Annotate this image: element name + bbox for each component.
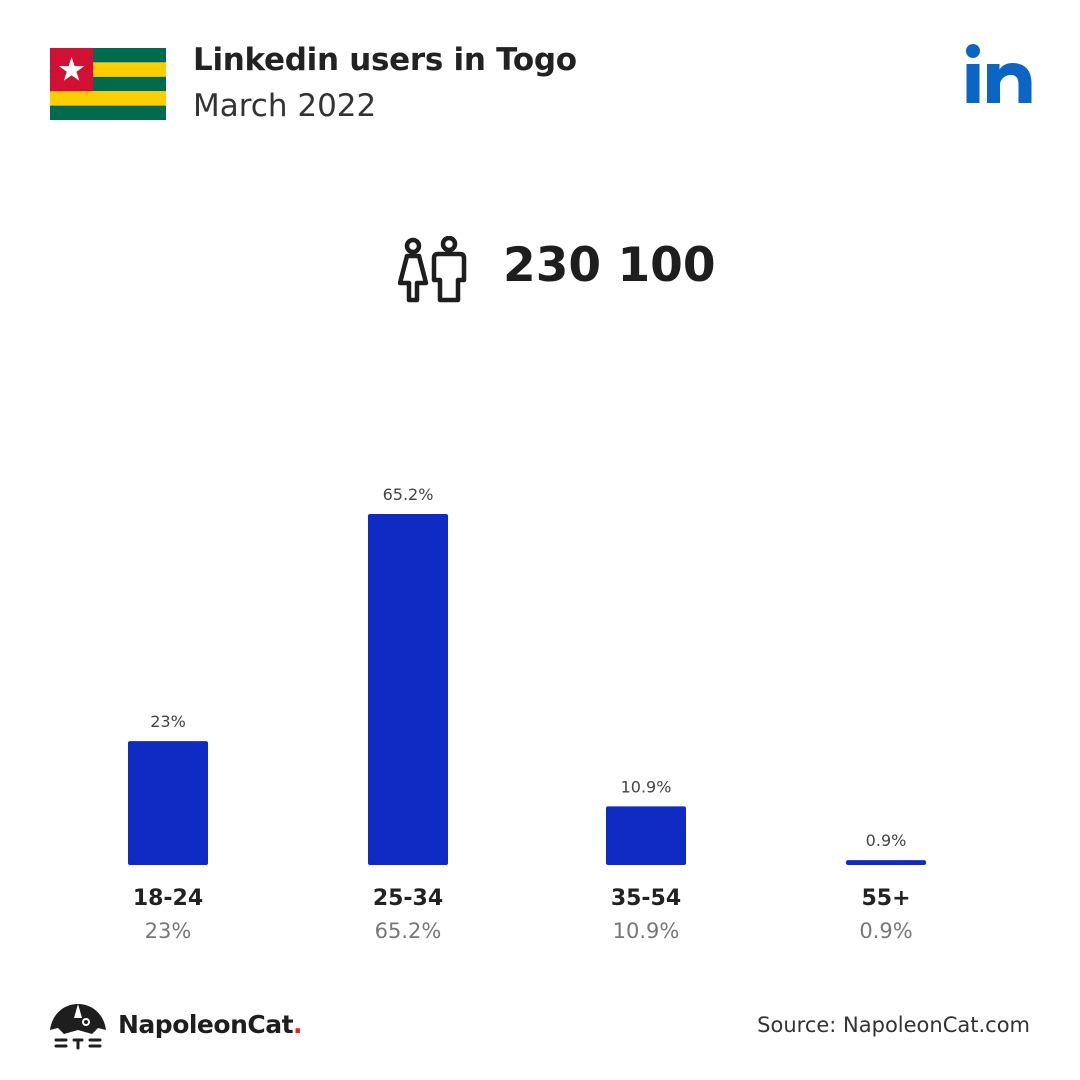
bar-35-54 — [606, 806, 686, 865]
bar-18-24 — [128, 741, 208, 865]
flag-stripe-yellow-2 — [50, 91, 166, 106]
bar-55+ — [846, 860, 926, 865]
bar-value-label: 65.2% — [383, 485, 434, 504]
users-icon — [398, 236, 467, 303]
total-users-value: 230 100 — [503, 238, 716, 293]
category-label: 55+ — [861, 886, 910, 911]
page-subtitle: March 2022 — [193, 88, 377, 124]
napoleoncat-brand-name: NapoleonCat. — [118, 1010, 303, 1039]
linkedin-dot — [966, 44, 980, 58]
linkedin-i — [966, 64, 980, 103]
page-title: Linkedin users in Togo — [193, 42, 577, 78]
linkedin-icon — [966, 44, 1032, 103]
category-percent-label: 10.9% — [613, 919, 680, 943]
flag-stripe-green-3 — [50, 105, 166, 120]
category-label: 25-34 — [373, 886, 443, 911]
category-percent-label: 0.9% — [859, 919, 912, 943]
bar-value-label: 23% — [150, 712, 186, 731]
brand-name-dot: . — [293, 1010, 303, 1039]
bar-value-label: 10.9% — [621, 777, 672, 796]
bar-25-34 — [368, 514, 448, 865]
flag-star-icon — [59, 57, 85, 81]
napoleoncat-logo-icon — [50, 1004, 106, 1050]
category-percent-label: 65.2% — [375, 919, 442, 943]
brand-name-text: NapoleonCat — [118, 1010, 294, 1039]
category-label: 35-54 — [611, 886, 681, 911]
category-percent-label: 23% — [145, 919, 192, 943]
togo-flag-icon — [50, 48, 166, 120]
category-label: 18-24 — [133, 886, 203, 911]
bar-value-label: 0.9% — [866, 831, 907, 850]
source-text: Source: NapoleonCat.com — [757, 1013, 1030, 1037]
linkedin-n — [987, 63, 1032, 103]
